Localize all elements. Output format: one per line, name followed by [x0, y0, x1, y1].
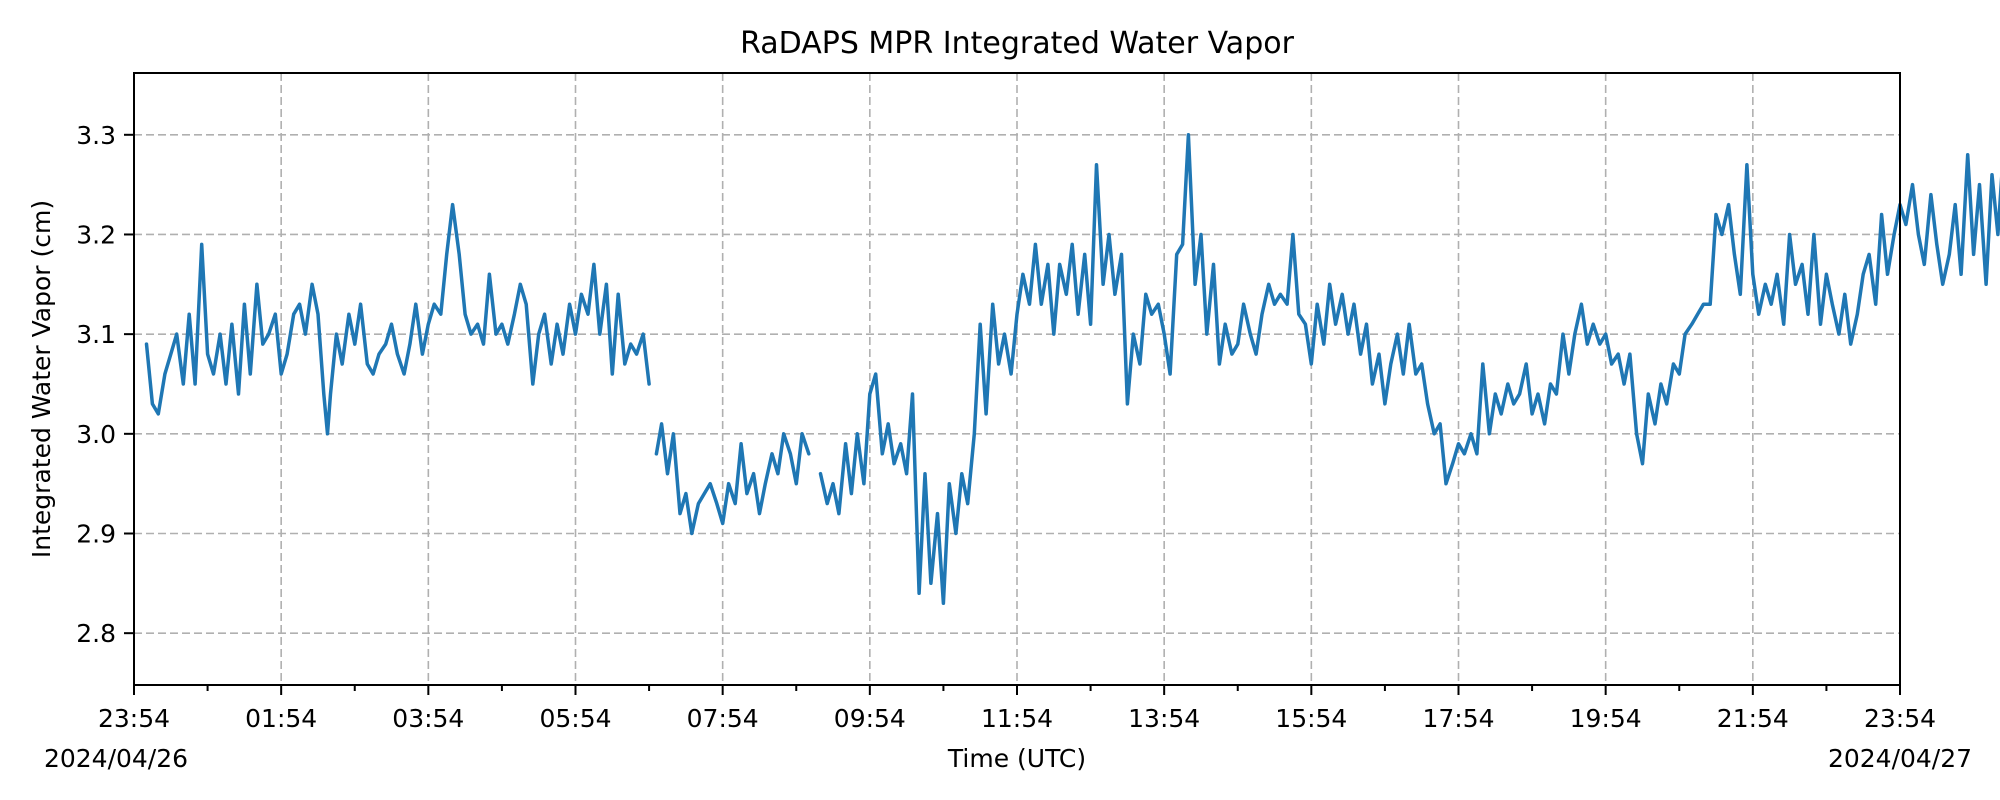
series-layer	[144, 133, 2000, 606]
series-line	[818, 133, 2000, 606]
y-tick-label: 2.8	[76, 619, 116, 648]
x-tick-label: 17:54	[1422, 704, 1494, 733]
x-tick-label: 23:54	[98, 704, 170, 733]
x-date-end-label: 2024/04/27	[1828, 744, 1972, 773]
x-tick-label: 13:54	[1128, 704, 1200, 733]
series-line	[654, 422, 811, 536]
grid-lines	[134, 73, 1900, 685]
x-tick-label: 21:54	[1717, 704, 1789, 733]
y-tick-label: 3.2	[76, 220, 116, 249]
x-date-start-label: 2024/04/26	[44, 744, 188, 773]
series-line	[144, 202, 651, 436]
y-tick-label: 3.3	[76, 121, 116, 150]
x-tick-label: 05:54	[539, 704, 611, 733]
x-tick-label: 09:54	[834, 704, 906, 733]
x-tick-label: 01:54	[245, 704, 317, 733]
x-tick-label: 03:54	[392, 704, 464, 733]
y-tick-label: 3.0	[76, 420, 116, 449]
x-tick-label: 19:54	[1570, 704, 1642, 733]
x-tick-labels: 23:54 01:54 03:54 05:54 07:54 09:54 11:54 13:54…	[98, 704, 1936, 733]
axis-ticks	[124, 133, 1901, 695]
x-tick-label: 23:54	[1864, 704, 1936, 733]
y-tick-labels: 2.8 2.9 3.0 3.1 3.2 3.3	[76, 121, 116, 648]
y-tick-label: 2.9	[76, 519, 116, 548]
y-tick-label: 3.1	[76, 320, 116, 349]
chart-title: RaDAPS MPR Integrated Water Vapor	[740, 26, 1295, 61]
x-tick-label: 11:54	[981, 704, 1053, 733]
x-tick-label: 07:54	[687, 704, 759, 733]
y-axis-label: Integrated Water Vapor (cm)	[27, 200, 56, 558]
x-tick-label: 15:54	[1275, 704, 1347, 733]
x-axis-label: Time (UTC)	[947, 744, 1086, 773]
